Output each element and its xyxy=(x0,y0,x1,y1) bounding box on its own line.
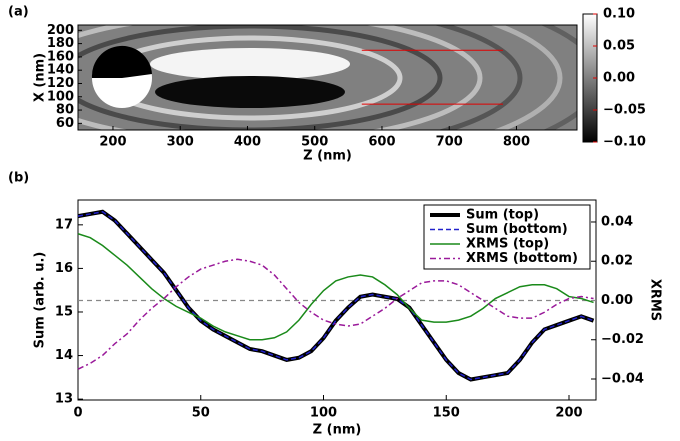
series-line xyxy=(77,258,594,370)
x-tick-label: 150 xyxy=(433,406,460,421)
colorbar-tick-label: 0.00 xyxy=(603,71,635,86)
y-tick-label: 80 xyxy=(56,103,74,118)
y-tick-label: 180 xyxy=(47,36,74,51)
sphere-dark-half xyxy=(91,45,152,78)
y-tick-label: 17 xyxy=(55,217,73,232)
y2-tick-label: 0.00 xyxy=(601,293,633,308)
x-tick-label: 200 xyxy=(99,135,126,150)
x-tick-label: 700 xyxy=(436,135,463,150)
y-axis-label: Sum (arb. u.) xyxy=(33,252,48,349)
x-tick-label: 100 xyxy=(310,406,337,421)
y-tick-label: 140 xyxy=(47,63,74,78)
x-tick-label: 200 xyxy=(555,406,582,421)
x-tick-label: 800 xyxy=(503,135,530,150)
series-line xyxy=(77,210,594,381)
y-tick-label: 160 xyxy=(47,49,74,64)
y-tick-label: 16 xyxy=(55,261,73,276)
panel-label: (b) xyxy=(8,171,29,186)
legend-label: Sum (top) xyxy=(466,208,539,223)
y2-tick-label: −0.04 xyxy=(601,371,644,386)
y-tick-label: 60 xyxy=(56,116,74,131)
colorbar-tick-label: −0.10 xyxy=(603,135,646,150)
y-axis-label: X (nm) xyxy=(33,53,48,102)
y2-tick-label: 0.02 xyxy=(601,254,633,269)
x-axis-label: Z (nm) xyxy=(313,423,362,438)
colorbar-tick-label: 0.05 xyxy=(603,39,635,54)
panel-label: (a) xyxy=(8,5,29,20)
upper-lobe xyxy=(150,48,350,80)
y2-axis-label: XRMS xyxy=(648,279,663,321)
y-tick-label: 200 xyxy=(47,23,74,38)
y-tick-label: 120 xyxy=(47,76,74,91)
colorbar-tick-label: −0.05 xyxy=(603,103,646,118)
x-tick-label: 50 xyxy=(192,406,210,421)
legend-label: XRMS (bottom) xyxy=(466,251,578,266)
y-tick-label: 13 xyxy=(55,392,73,407)
x-tick-label: 400 xyxy=(234,135,261,150)
y2-tick-label: −0.02 xyxy=(601,332,644,347)
legend-label: XRMS (top) xyxy=(466,237,549,252)
lower-lobe xyxy=(155,76,345,108)
x-tick-label: 600 xyxy=(368,135,395,150)
x-tick-label: 0 xyxy=(73,406,82,421)
y-tick-label: 14 xyxy=(55,348,73,363)
x-tick-label: 500 xyxy=(301,135,328,150)
field-image xyxy=(78,25,577,130)
y2-tick-label: 0.04 xyxy=(601,214,633,229)
y-tick-label: 15 xyxy=(55,304,73,319)
x-axis-label: Z (nm) xyxy=(303,149,352,164)
plot-frame xyxy=(77,24,578,131)
y-tick-label: 100 xyxy=(47,89,74,104)
colorbar-tick-label: 0.10 xyxy=(603,7,635,22)
x-tick-label: 300 xyxy=(167,135,194,150)
legend-label: Sum (bottom) xyxy=(466,222,568,237)
